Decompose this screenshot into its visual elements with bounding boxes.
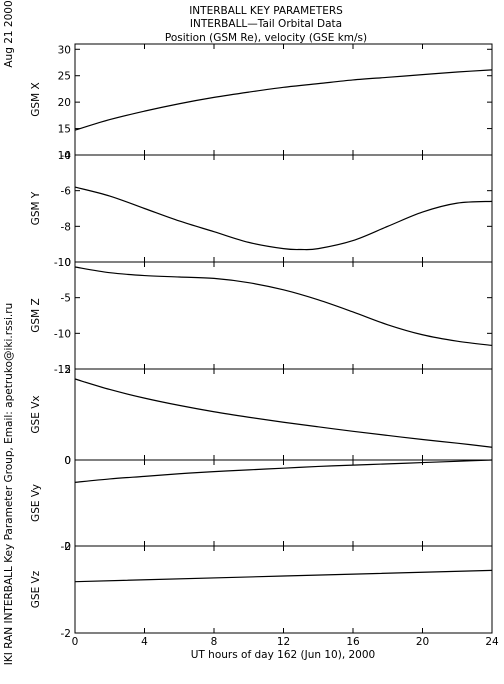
y-tick-label: 10 [58,150,71,162]
panel-gsm-y: -10 -8 -6 -4 GSM Y [30,150,493,269]
y-tick-label: -2 [61,628,71,640]
y-tick-label: 20 [58,97,71,109]
panel-frame [74,43,493,156]
chart-title-line1: INTERBALL KEY PARAMETERS [189,5,343,17]
y-tick-label: 0 [64,455,71,467]
x-tick-label: 12 [277,636,290,648]
panel-frame [74,459,493,547]
series-line-gse-vx [74,378,493,448]
y-tick-label: -2 [61,541,71,553]
y-axis-label: GSM X [30,82,42,116]
panel-frame [74,261,493,370]
y-tick-label: 0 [64,541,71,553]
series-line-gsm-z [74,266,493,347]
y-tick-label: -4 [61,150,72,162]
panel-frame [74,545,493,634]
y-tick-label: 15 [58,124,71,136]
y-axis-label: GSE Vx [30,395,42,433]
y-axis-label: GSE Vz [30,570,42,608]
y-tick-label: -10 [54,257,71,269]
y-tick-label: 0 [64,257,71,269]
panel-frame [74,154,493,263]
x-tick-label: 20 [416,636,429,648]
credit-label: IKI RAN INTERBALL Key Parameter Group, E… [3,303,15,665]
x-axis-label: UT hours of day 162 (Jun 10), 2000 [191,649,375,661]
series-line-gse-vy [74,459,493,483]
x-tick-label: 16 [346,636,360,648]
y-tick-label: 25 [58,71,71,83]
y-tick-label: -10 [54,328,71,340]
panel-gsm-x: 10 15 20 25 30 GSM X [30,43,493,162]
x-tick-label: 24 [485,636,499,648]
y-tick-label: 2 [64,364,71,376]
series-line-gsm-x [74,69,493,131]
panel-frame [74,368,493,461]
y-axis-label: GSE Vy [30,484,42,522]
panel-gse-vx: 0 2 GSE Vx [30,364,493,467]
y-axis-label: GSM Y [30,191,42,225]
y-tick-label: 0 [64,455,71,467]
chart-title-line2: INTERBALL—Tail Orbital Data [190,18,342,30]
series-line-gse-vz [74,569,493,583]
x-tick-label: 0 [72,636,79,648]
x-tick-label: 4 [141,636,148,648]
y-tick-label: -6 [61,186,72,198]
y-tick-label: -8 [61,221,71,233]
chart-title-line3: Position (GSM Re), velocity (GSE km/s) [165,32,367,44]
y-tick-label: 30 [58,44,71,56]
panel-gsm-z: -15 -10 -5 0 GSM Z [30,257,493,376]
y-tick-label: -15 [54,364,71,376]
series-line-gsm-y [74,186,493,251]
y-axis-label: GSM Z [30,298,42,332]
x-axis: 0 4 8 12 16 20 24 [72,636,499,648]
date-label: Aug 21 2000 [3,0,15,67]
x-tick-label: 8 [211,636,218,648]
y-tick-label: -5 [61,293,71,305]
